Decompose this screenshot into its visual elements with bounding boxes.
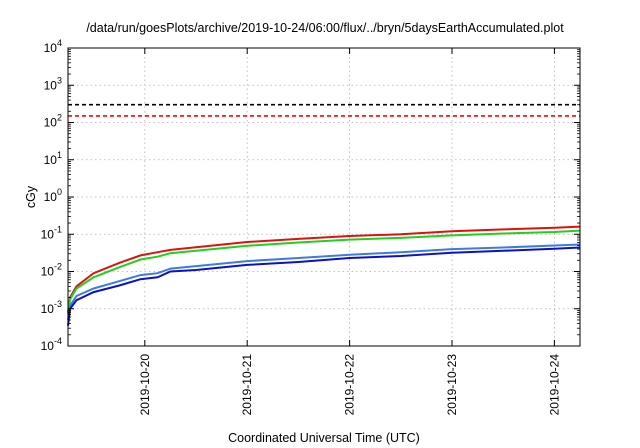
x-axis: 2019-10-20 2019-10-21 2019-10-22 2019-10-23…: [138, 48, 561, 416]
y-tick-label: 103: [44, 75, 62, 92]
y-tick-label: 102: [44, 113, 62, 130]
y-tick-exponent: 0: [57, 187, 62, 197]
y-tick-label: 101: [44, 150, 62, 167]
y-tick-exponent: 2: [57, 113, 62, 123]
y-tick-label: 10-3: [41, 299, 62, 316]
y-tick-base: 10: [44, 116, 58, 130]
y-tick-base: 10: [44, 153, 58, 167]
series-line: [67, 243, 581, 321]
series-line: [67, 229, 581, 315]
y-tick-base: 10: [44, 78, 58, 92]
y-tick-label: 104: [44, 38, 62, 55]
y-tick-base: 10: [41, 302, 55, 316]
y-tick-base: 10: [44, 190, 58, 204]
y-tick-label: 10-1: [41, 224, 62, 241]
y-tick-base: 10: [41, 339, 55, 353]
y-tick-base: 10: [44, 41, 58, 55]
y-tick-base: 10: [41, 265, 55, 279]
series-line: [67, 225, 581, 313]
y-tick-exponent: -2: [54, 262, 62, 272]
x-tick-label: 2019-10-22: [343, 354, 357, 416]
y-tick-label: 10-2: [41, 262, 62, 279]
series-line: [67, 246, 581, 326]
y-tick-label: 100: [44, 187, 62, 204]
y-tick-exponent: -4: [54, 336, 62, 346]
y-axis-label: cGy: [24, 185, 38, 208]
x-tick-label: 2019-10-23: [445, 354, 459, 416]
y-tick-exponent: 4: [57, 38, 62, 48]
grid: [68, 48, 580, 346]
y-tick-exponent: -3: [54, 299, 62, 309]
x-tick-label: 2019-10-24: [547, 354, 561, 416]
y-tick-exponent: -1: [54, 224, 62, 234]
y-tick-exponent: 1: [57, 150, 62, 160]
x-axis-label: Coordinated Universal Time (UTC): [228, 431, 420, 445]
plot-area: [67, 103, 581, 326]
y-tick-label: 10-4: [41, 336, 62, 353]
y-tick-exponent: 3: [57, 75, 62, 85]
x-tick-label: 2019-10-20: [138, 354, 152, 416]
x-tick-label: 2019-10-21: [240, 354, 254, 416]
y-tick-base: 10: [41, 227, 55, 241]
chart-title: /data/run/goesPlots/archive/2019-10-24/0…: [86, 21, 564, 35]
